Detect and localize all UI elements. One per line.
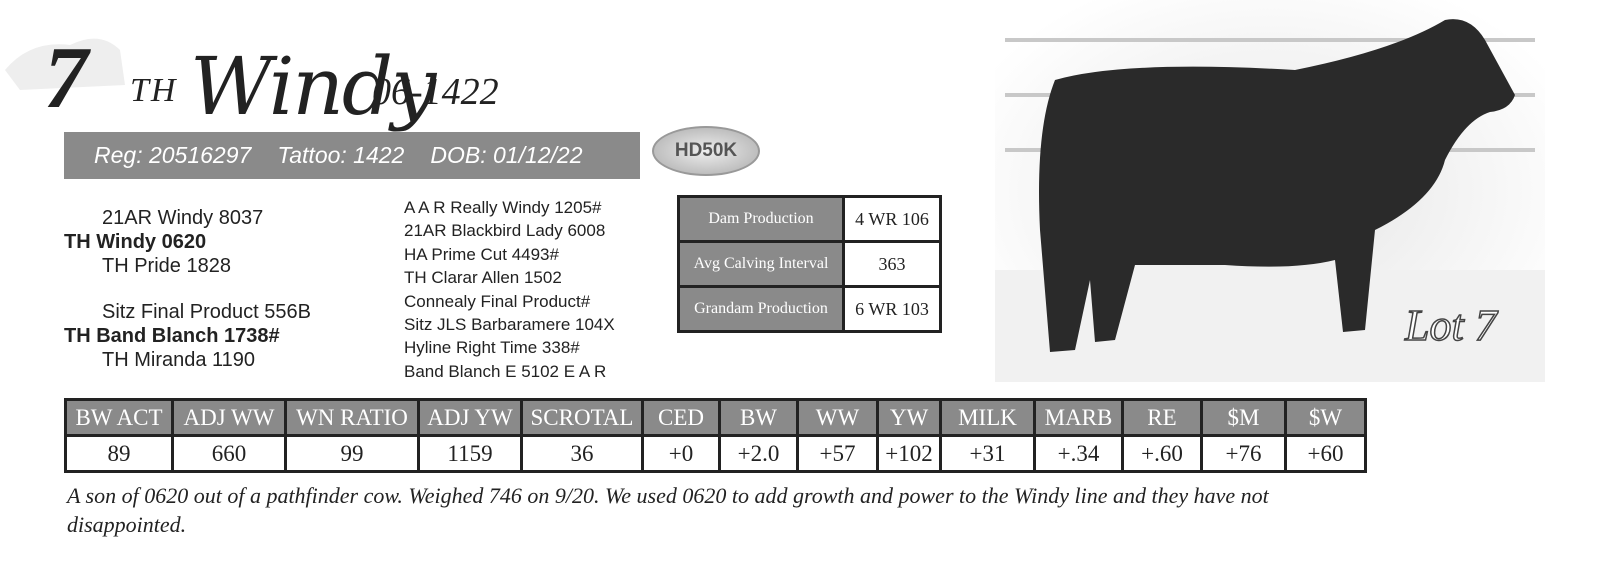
epd-header: RE [1121, 398, 1203, 437]
epd-header: WW [796, 398, 879, 437]
pedigree-sire: TH Windy 0620 [64, 231, 207, 253]
epd-value: +0 [641, 434, 721, 473]
epd-table: BW ACT ADJ WW WN RATIO ADJ YW SCROTAL CED BW WW… [64, 398, 1367, 473]
epd-header: CED [641, 398, 721, 437]
dam-value: 6 WR 103 [842, 285, 942, 333]
epd-value-row: 89 660 99 1159 36 +0 +2.0 +57 +102 +31 +.34 +.60 +76… [64, 434, 1367, 473]
grandparent: A A R Really Windy 1205# [404, 198, 602, 217]
pedigree-dam: TH Band Blanch 1738# [64, 325, 280, 347]
epd-header: YW [876, 398, 942, 437]
epd-header: $W [1284, 398, 1367, 437]
pedigree-entry: TH Pride 1828 [102, 255, 231, 277]
epd-header: $M [1200, 398, 1287, 437]
epd-value: +57 [796, 434, 879, 473]
epd-header-row: BW ACT ADJ WW WN RATIO ADJ YW SCROTAL CED BW WW… [64, 398, 1367, 437]
pedigree-entry: TH Miranda 1190 [102, 349, 256, 371]
epd-value: +76 [1200, 434, 1287, 473]
grandparent: 21AR Blackbird Lady 6008 [404, 221, 606, 241]
pedigree-entry: 21AR Windy 8037 [102, 207, 264, 229]
epd-value: 660 [171, 434, 287, 473]
photo: Lot 7 [995, 0, 1545, 382]
dam-row: Avg Calving Interval 363 [677, 240, 942, 288]
grandparent: Sitz JLS Barbaramere 104X [404, 315, 615, 334]
badge: HD50K [652, 126, 760, 176]
epd-header: WN RATIO [284, 398, 420, 437]
epd-value: +60 [1284, 434, 1367, 473]
reg-number: Reg: 20516297 [94, 142, 252, 168]
name-prefix: TH [130, 72, 178, 109]
grandparent: Hyline Right Time 338# [404, 338, 580, 358]
grandparent: HA Prime Cut 4493# [404, 244, 559, 264]
registration-bar: Reg: 20516297 Tattoo: 1422 DOB: 01/12/22 [64, 132, 640, 179]
epd-header: SCROTAL [520, 398, 644, 437]
dam-row: Grandam Production 6 WR 103 [677, 285, 942, 333]
comment: A son of 0620 out of a pathfinder cow. W… [67, 483, 1269, 537]
epd-value: 36 [520, 434, 644, 473]
pedigree-entry: Sitz Final Product 556B [102, 301, 311, 323]
dam-label: Dam Production [677, 195, 845, 243]
tattoo: Tattoo: 1422 [277, 142, 405, 168]
epd-value: +31 [939, 434, 1036, 473]
dob: DOB: 01/12/22 [430, 142, 583, 168]
dam-value: 363 [842, 240, 942, 288]
photo-label: Lot 7 [1404, 301, 1499, 350]
watermark [5, 38, 125, 90]
dam-label: Avg Calving Interval [677, 240, 845, 288]
epd-value: +102 [876, 434, 942, 473]
lot-number: 7 [44, 30, 88, 127]
dam-value: 4 WR 106 [842, 195, 942, 243]
epd-value: 99 [284, 434, 420, 473]
grandparent: Connealy Final Product# [404, 291, 591, 311]
epd-value: 1159 [417, 434, 523, 473]
name-suffix: 06-1422 [372, 71, 499, 113]
epd-header: BW [718, 398, 799, 437]
epd-header: MARB [1033, 398, 1124, 437]
epd-header: ADJ WW [171, 398, 287, 437]
epd-header: BW ACT [64, 398, 174, 437]
epd-value: +.34 [1033, 434, 1124, 473]
dam-table: Dam Production 4 WR 106 Avg Calving Interv… [677, 195, 942, 333]
dam-row: Dam Production 4 WR 106 [677, 195, 942, 243]
animal-name: Windy [190, 40, 436, 133]
grandparent: Band Blanch E 5102 E A R [404, 361, 607, 381]
epd-value: 89 [64, 434, 174, 473]
epd-header: MILK [939, 398, 1036, 437]
epd-value: +.60 [1121, 434, 1203, 473]
epd-value: +2.0 [718, 434, 799, 473]
dam-label: Grandam Production [677, 285, 845, 333]
epd-header: ADJ YW [417, 398, 523, 437]
grandparent: TH Clarar Allen 1502 [404, 268, 562, 288]
